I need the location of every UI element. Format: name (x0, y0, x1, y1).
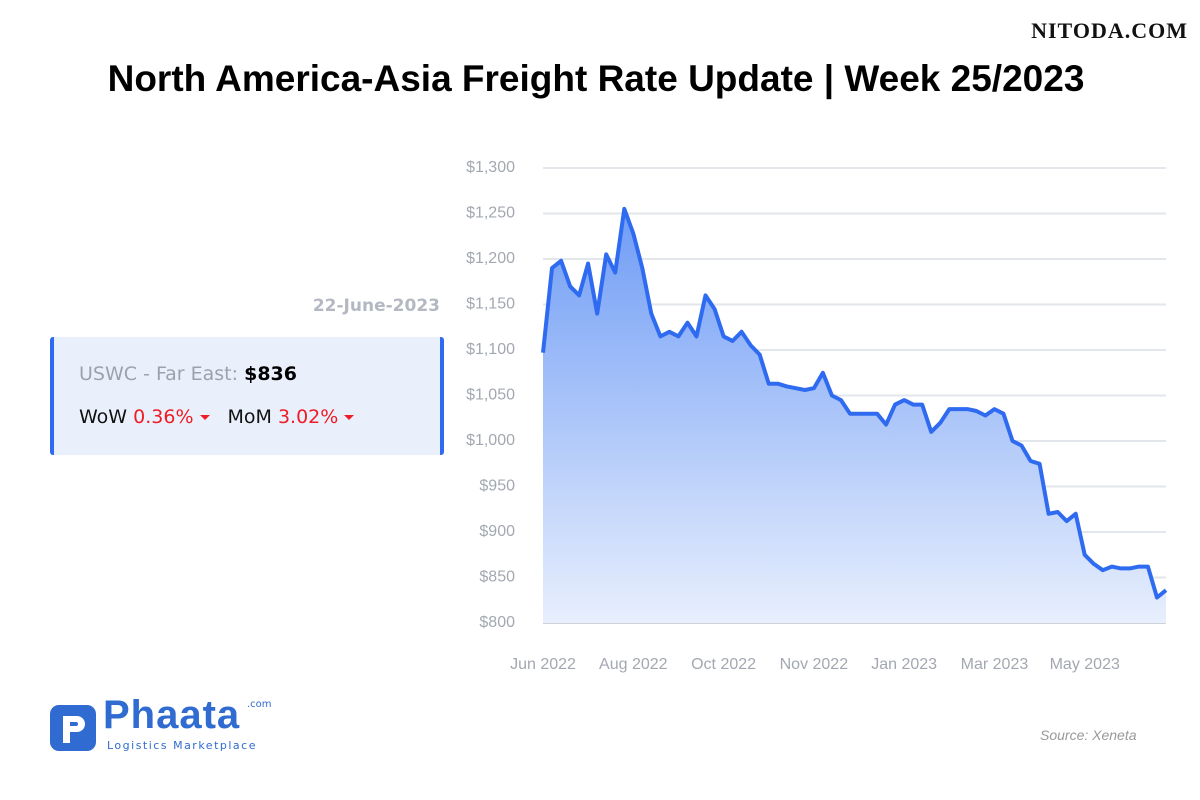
y-tick-label: $1,250 (466, 205, 515, 222)
down-arrow (344, 415, 355, 420)
mom-value: 3.02% (277, 406, 339, 428)
logo-tagline: Logistics Marketplace (107, 739, 257, 752)
y-tick-label: $1,200 (466, 250, 515, 267)
y-tick-label: $900 (479, 523, 515, 540)
line (541, 206, 1168, 600)
x-tick-label: Jan 2023 (871, 656, 937, 673)
logo-suffix: .com (247, 699, 272, 710)
x-tick-label: Jun 2022 (510, 656, 576, 673)
down-arrow (199, 415, 210, 420)
x-tick-label: Mar 2023 (961, 656, 1029, 673)
route: USWC - Far East: (79, 363, 239, 385)
route-row: USWC - Far East: $836 (79, 363, 297, 385)
x-tick-label: May 2023 (1050, 656, 1120, 673)
wow-label: WoW (79, 406, 128, 428)
area (543, 208, 1166, 623)
y-tick-label: $1,000 (466, 432, 515, 449)
chart-title: North America-Asia Freight Rate Update |… (107, 58, 1085, 99)
x-tick-label: Aug 2022 (599, 656, 668, 673)
y-tick-label: $1,050 (466, 387, 515, 404)
x-tick-label: Nov 2022 (780, 656, 849, 673)
y-tick-label: $1,100 (466, 341, 515, 358)
x-tick-label: Oct 2022 (691, 656, 756, 673)
change-row: WoW 0.36% MoM 3.02% (79, 406, 372, 428)
rate-card: USWC - Far East: $836 WoW 0.36% MoM 3.02% (50, 337, 444, 455)
logo-name: Phaata (103, 693, 241, 737)
source-note: Source: Xeneta (1040, 727, 1137, 743)
y-tick-label: $1,300 (466, 159, 515, 176)
date-label: 22-June-2023 (312, 296, 440, 316)
logo-icon-glyph (63, 716, 85, 743)
wow-value: 0.36% (133, 406, 194, 428)
y-tick-label: $950 (479, 478, 515, 495)
price: $836 (244, 363, 297, 385)
y-tick-label: $1,150 (466, 296, 515, 313)
y-tick-label: $800 (479, 614, 515, 631)
y-tick-label: $850 (479, 569, 515, 586)
mom-label: MoM (227, 406, 272, 428)
watermark: NITODA.COM (1031, 18, 1188, 43)
